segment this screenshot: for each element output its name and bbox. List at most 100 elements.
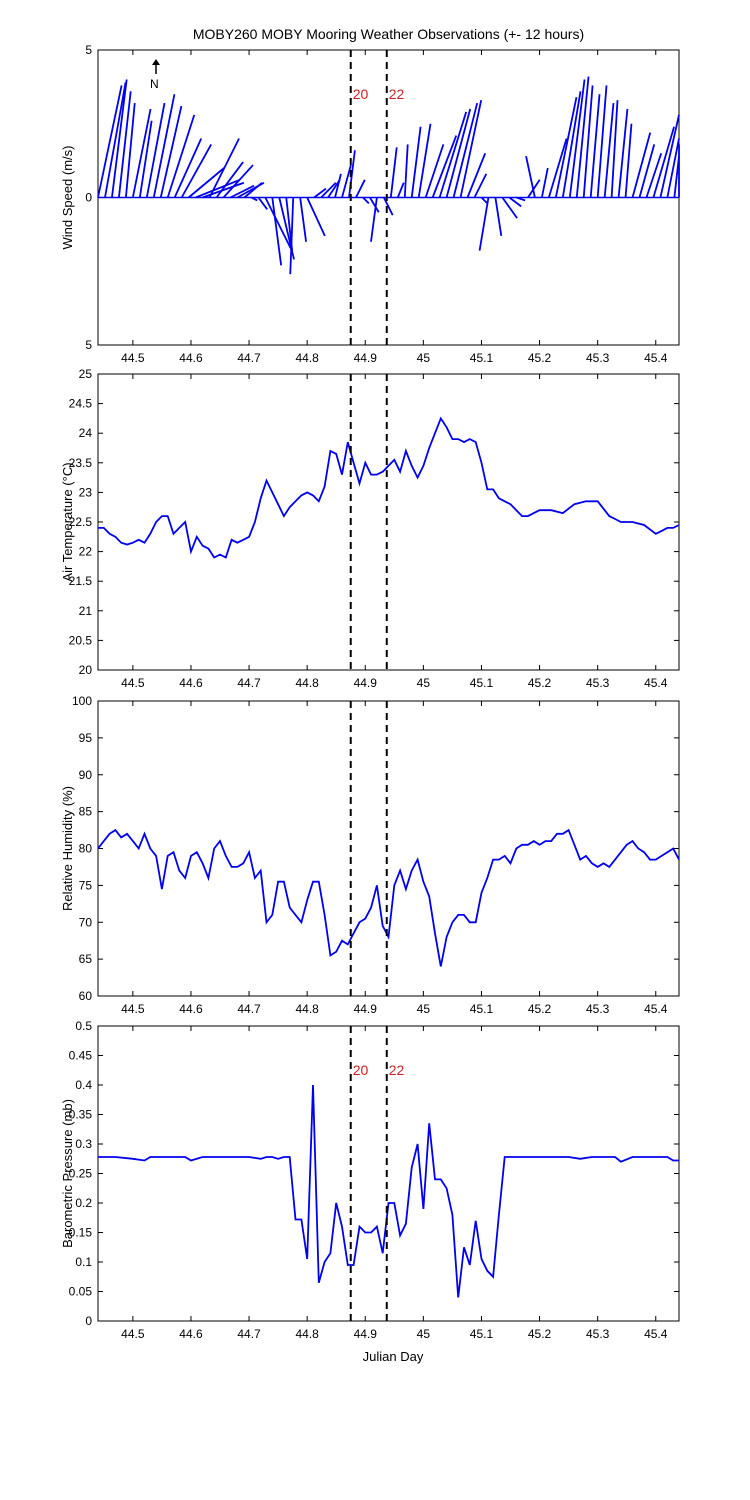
x-tick-label: 44.5 <box>121 1327 145 1341</box>
wind-vector <box>459 99 483 198</box>
y-axis-title: Air Temperature (°C) <box>60 462 75 581</box>
y-tick-label: 5 <box>85 43 92 57</box>
wind-vector <box>547 138 568 198</box>
wind-vector <box>173 138 203 198</box>
x-tick-label: 44.5 <box>121 1002 145 1016</box>
y-tick-label: 80 <box>79 842 93 856</box>
chart-title: MOBY260 MOBY Mooring Weather Observation… <box>192 26 585 42</box>
wind-vector <box>118 91 132 198</box>
x-tick-label: 44.5 <box>121 351 145 365</box>
x-tick-label: 45.1 <box>470 351 494 365</box>
wind-vector <box>159 105 183 198</box>
wind-vector <box>124 103 136 198</box>
y-axis-title: Barometric Pressure (mb) <box>60 1099 75 1248</box>
north-arrow-icon <box>152 59 160 65</box>
x-tick-label: 45.4 <box>644 1002 668 1016</box>
x-tick-label: 45.1 <box>470 676 494 690</box>
wind-vector <box>610 100 619 198</box>
wind-vector <box>166 114 196 198</box>
wind-vector <box>230 184 255 199</box>
wind-vector <box>180 143 212 198</box>
y-tick-label: 100 <box>72 694 92 708</box>
wind-vector <box>348 150 356 198</box>
wind-vector <box>152 94 176 198</box>
wind-vector <box>624 123 633 198</box>
wind-vector <box>438 111 468 198</box>
wind-vector <box>306 197 326 237</box>
y-tick-label: 20.5 <box>69 633 93 647</box>
wind-vector <box>403 144 409 198</box>
x-tick-label: 44.8 <box>295 351 319 365</box>
x-tick-label: 44.8 <box>295 1002 319 1016</box>
x-tick-label: 44.6 <box>179 1327 203 1341</box>
y-tick-label: 5 <box>85 338 92 352</box>
wind-vector <box>631 132 652 198</box>
plot-frame <box>97 373 680 671</box>
y-tick-label: 21 <box>79 604 93 618</box>
x-tick-label: 44.6 <box>179 676 203 690</box>
x-tick-label: 44.7 <box>237 1002 261 1016</box>
wind-vector <box>589 94 601 198</box>
x-tick-label: 44.9 <box>354 676 378 690</box>
x-tick-label: 45 <box>417 1327 431 1341</box>
x-tick-label: 45 <box>417 1002 431 1016</box>
y-tick-label: 22.5 <box>69 515 93 529</box>
wind-vector <box>97 85 123 198</box>
marker-label: 22 <box>389 86 405 102</box>
wind-vector <box>645 152 663 198</box>
x-tick-label: 45 <box>417 676 431 690</box>
wind-vector <box>525 156 536 198</box>
x-tick-label: 44.9 <box>354 1327 378 1341</box>
y-tick-label: 70 <box>79 915 93 929</box>
wind-vector <box>208 138 240 198</box>
wind-vector <box>638 144 656 198</box>
barometric-pressure-panel: 44.5 44.6 44.7 44.8 44.9 45 45.1 45.2 45.3 45.4 0 0… <box>60 1019 680 1341</box>
x-tick-label: 45.2 <box>528 1327 552 1341</box>
marker-label: 20 <box>353 1062 369 1078</box>
x-tick-label: 44.7 <box>237 351 261 365</box>
wind-vector <box>131 108 152 198</box>
y-tick-label: 0.35 <box>69 1108 93 1122</box>
x-tick-label: 45.4 <box>644 351 668 365</box>
wind-vector <box>341 164 352 198</box>
y-axis-title: Wind Speed (m/s) <box>60 145 75 249</box>
x-tick-label: 45.3 <box>586 1327 610 1341</box>
wind-vector <box>452 102 479 198</box>
x-tick-label: 44.5 <box>121 676 145 690</box>
x-tick-label: 44.6 <box>179 351 203 365</box>
wind-vector <box>480 196 488 205</box>
wind-vector <box>501 196 518 219</box>
y-tick-label: 0 <box>85 1314 92 1328</box>
wind-vector <box>554 97 578 198</box>
wind-vector <box>466 152 487 198</box>
y-axis-title: Relative Humidity (%) <box>60 786 75 911</box>
x-tick-label: 45 <box>417 351 431 365</box>
wind-speed-panel: 44.5 44.6 44.7 44.8 44.9 45 45.1 45.2 45.3 45.4 5 0… <box>60 43 680 365</box>
y-tick-label: 0.05 <box>69 1285 93 1299</box>
marker-label: 20 <box>353 86 369 102</box>
y-tick-label: 0.45 <box>69 1049 93 1063</box>
x-tick-label: 44.9 <box>354 1002 378 1016</box>
wind-vector <box>138 120 153 198</box>
x-tick-label: 44.8 <box>295 676 319 690</box>
y-tick-label: 60 <box>79 989 93 1003</box>
wind-vector <box>250 196 258 202</box>
wind-vector <box>561 91 582 198</box>
wind-vector <box>222 164 254 199</box>
wind-vector <box>424 144 445 198</box>
y-tick-label: 95 <box>79 731 93 745</box>
y-tick-label: 23.5 <box>69 456 93 470</box>
wind-vector <box>215 161 244 199</box>
x-tick-label: 45.3 <box>586 351 610 365</box>
y-tick-label: 20 <box>79 663 93 677</box>
wind-vector <box>145 102 166 198</box>
wind-vector <box>410 126 422 198</box>
series-line <box>97 828 680 967</box>
y-tick-label: 24.5 <box>69 397 93 411</box>
series-line <box>98 416 680 559</box>
x-tick-label: 44.6 <box>179 1002 203 1016</box>
x-axis-title: Julian Day <box>363 1349 424 1364</box>
x-tick-label: 45.1 <box>470 1002 494 1016</box>
y-tick-label: 85 <box>79 805 93 819</box>
plot-frame <box>97 700 680 997</box>
